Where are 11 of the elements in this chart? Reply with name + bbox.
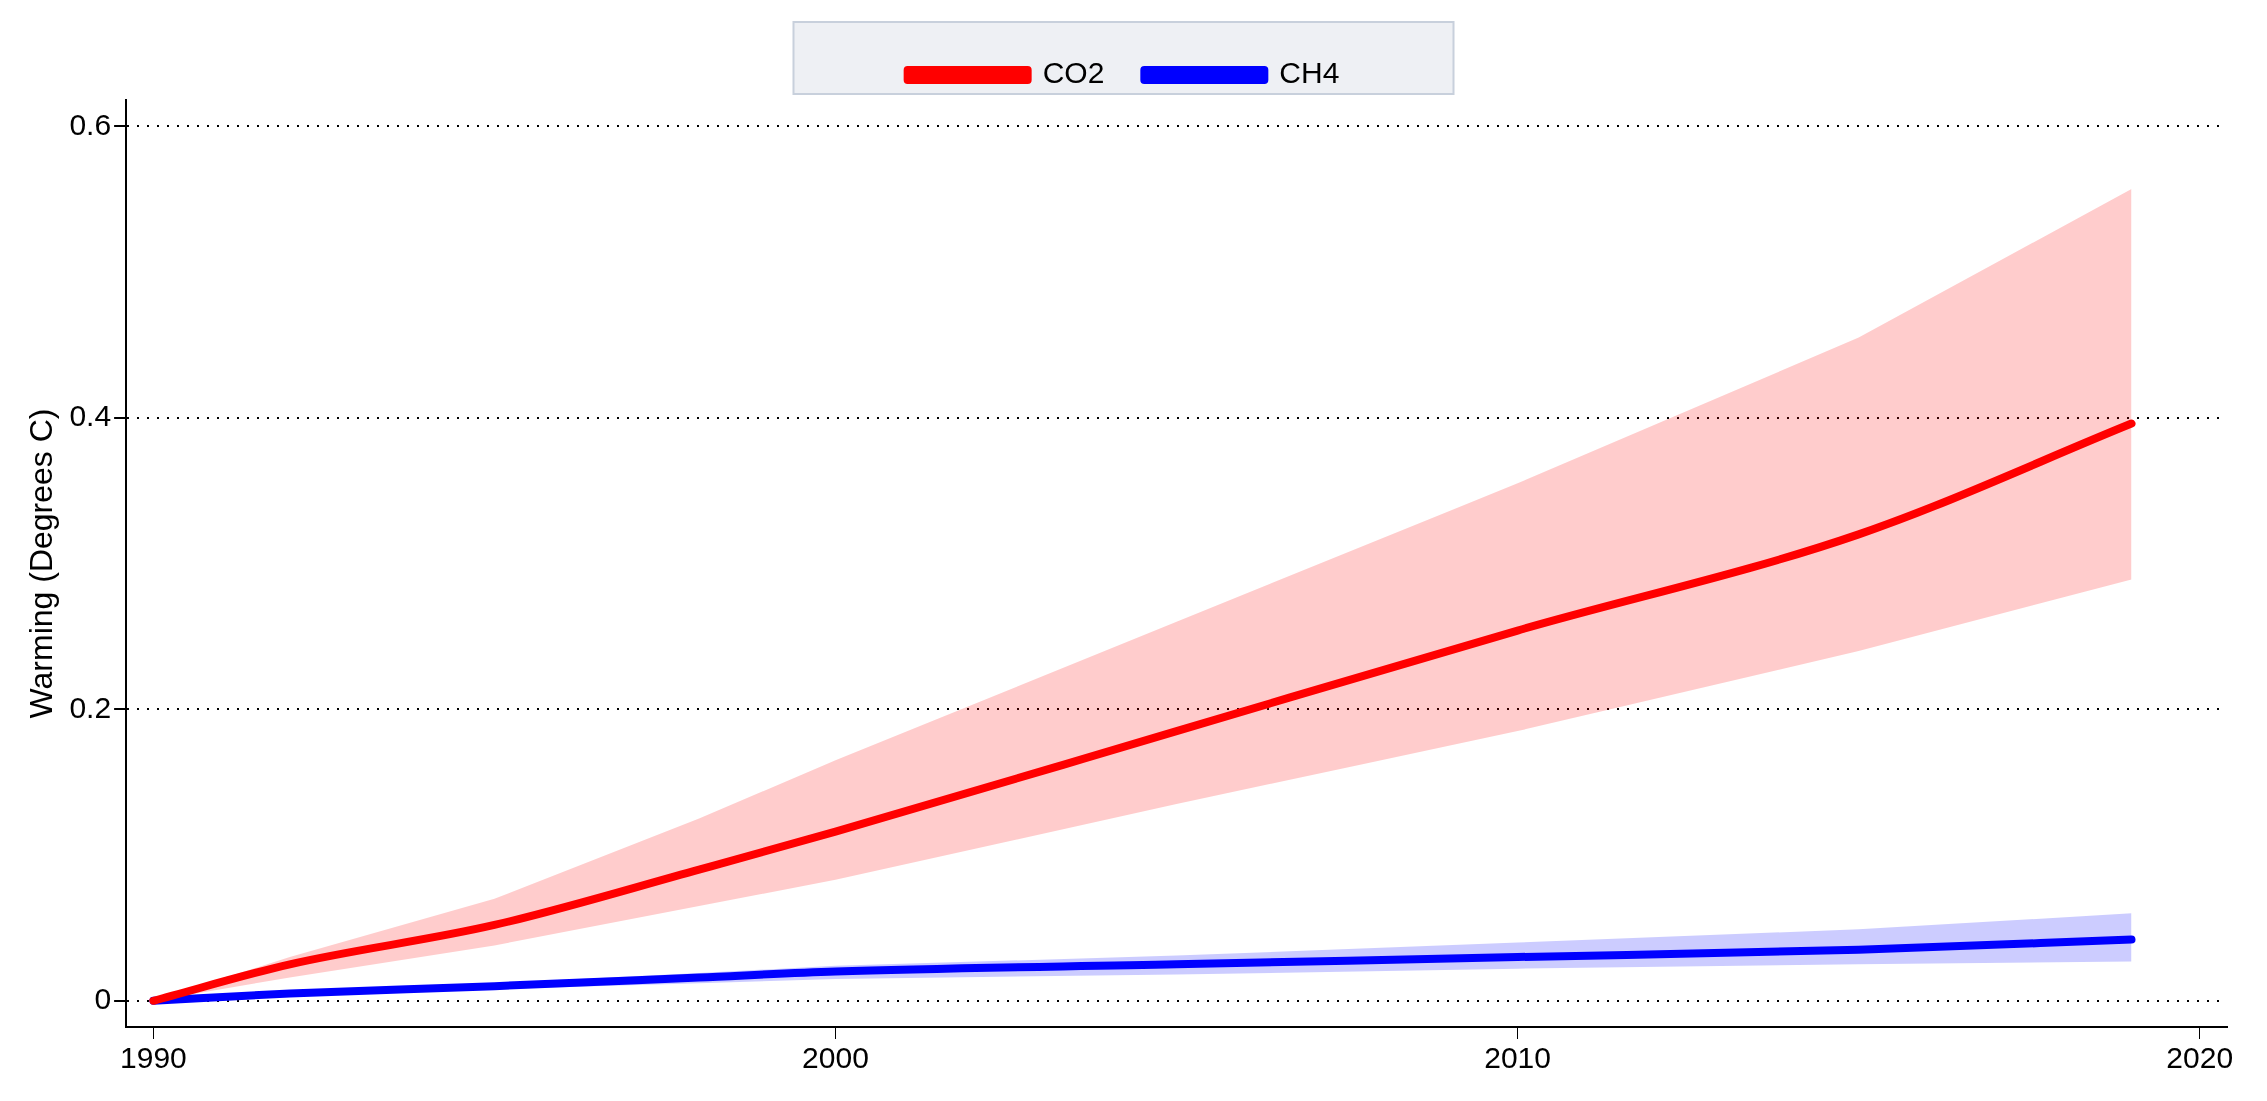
legend-label: CH4 — [1279, 56, 1340, 90]
legend-label: CO2 — [1042, 56, 1105, 90]
y-tick-label: 0.6 — [69, 107, 112, 141]
x-tick-label: 2010 — [1484, 1041, 1551, 1075]
y-tick-label: 0.4 — [69, 399, 112, 433]
y-tick-label: 0 — [94, 982, 112, 1016]
x-tick-label: 2020 — [2166, 1041, 2234, 1075]
x-tick-label: 2000 — [802, 1041, 869, 1075]
x-tick-label: 1990 — [120, 1041, 187, 1075]
y-axis-title: Warming (Degrees C) — [23, 408, 60, 719]
y-tick-label: 0.2 — [69, 690, 112, 724]
